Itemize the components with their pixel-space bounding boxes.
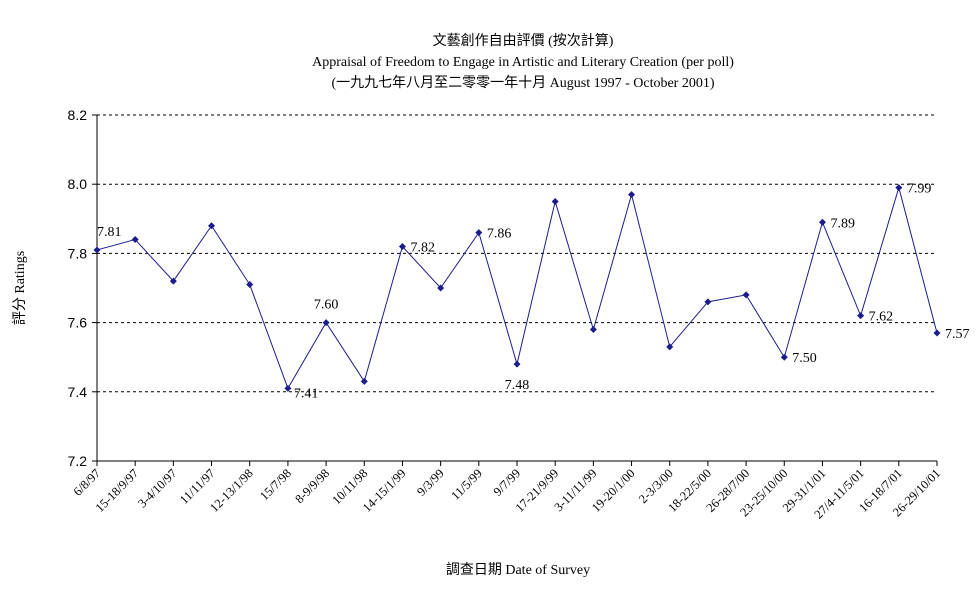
data-point-marker — [513, 360, 521, 368]
data-point-marker — [169, 277, 177, 285]
data-label: 7.57 — [945, 327, 970, 342]
y-axis-ticks: 7.2 7.4 7.6 7.8 8.0 8.2 — [68, 107, 88, 469]
data-label: 7.82 — [410, 240, 435, 255]
axes — [92, 114, 938, 466]
data-point-marker — [322, 319, 330, 327]
data-point-marker — [857, 312, 865, 320]
x-tick-label: 15/7/98 — [257, 466, 294, 503]
x-axis-ticks: 6/8/9715-18/9/973-4/10/9711/11/9712-13/1… — [71, 466, 943, 521]
data-point-marker — [780, 353, 788, 361]
chart-subtitle: (一九九七年八月至二零零一年十月 August 1997 - October 2… — [331, 75, 714, 91]
data-point-marker — [475, 229, 483, 237]
gridlines — [97, 114, 937, 393]
data-label: 7.41 — [294, 386, 319, 401]
data-label: 7.60 — [314, 298, 339, 313]
data-point-marker — [666, 343, 674, 351]
data-point-marker — [628, 191, 636, 199]
data-label: 7.99 — [907, 182, 932, 197]
data-point-marker — [818, 218, 826, 226]
data-point-marker — [360, 377, 368, 385]
data-point-marker — [933, 329, 941, 337]
y-tick-label: 7.4 — [68, 384, 88, 400]
x-tick-label: 11/5/99 — [448, 466, 485, 503]
data-point-marker — [93, 246, 101, 254]
data-point-marker — [131, 236, 139, 244]
data-point-marker — [437, 284, 445, 292]
y-axis-label: 評分 Ratings — [12, 251, 28, 325]
data-point-marker — [246, 281, 254, 289]
data-label: 7.81 — [97, 225, 122, 240]
y-tick-label: 7.6 — [68, 315, 88, 331]
data-point-marker — [398, 242, 406, 250]
data-label: 7.86 — [487, 227, 512, 242]
x-tick-label: 6/8/97 — [71, 466, 103, 498]
x-tick-label: 9/7/99 — [491, 466, 523, 498]
series-ratings — [93, 184, 941, 392]
data-point-marker — [742, 291, 750, 299]
data-point-marker — [589, 326, 597, 334]
data-point-marker — [208, 222, 216, 230]
x-tick-label: 8-9/9/98 — [292, 466, 332, 506]
x-tick-label: 9/3/99 — [414, 466, 446, 498]
y-tick-label: 7.8 — [68, 245, 88, 261]
x-tick-label: 3-4/10/97 — [135, 466, 179, 510]
x-axis-label: 調查日期 Date of Survey — [446, 562, 590, 578]
data-label: 7.89 — [830, 216, 855, 231]
chart-title-en: Appraisal of Freedom to Engage in Artist… — [312, 55, 734, 70]
data-label: 7.62 — [869, 310, 894, 325]
data-point-marker — [284, 384, 292, 392]
y-tick-label: 8.0 — [68, 176, 88, 192]
data-labels: 7.81 7.41 7.60 7.82 7.86 7.48 7.50 7.89 7.62 7.99… — [97, 182, 970, 402]
data-point-marker — [704, 298, 712, 306]
data-label: 7.50 — [792, 351, 817, 366]
data-point-marker — [551, 198, 559, 205]
chart-title-zh: 文藝創作自由評價 (按次計算) — [433, 32, 614, 49]
y-tick-label: 7.2 — [68, 453, 88, 469]
data-label: 7.48 — [505, 378, 530, 393]
data-point-marker — [895, 184, 903, 192]
y-tick-label: 8.2 — [68, 107, 88, 123]
